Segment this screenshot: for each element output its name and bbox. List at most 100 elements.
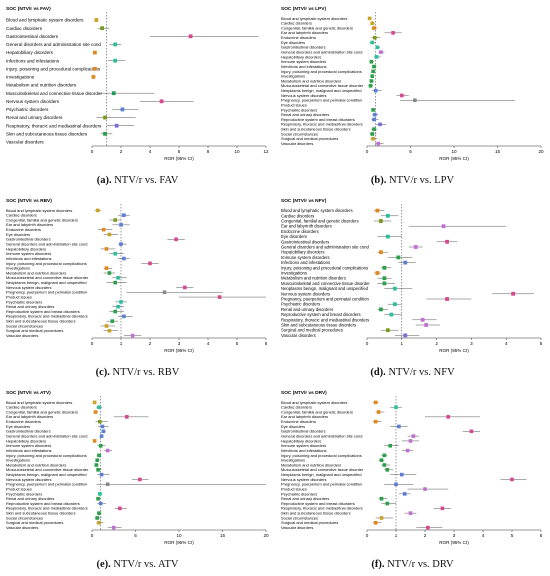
point-estimate-marker (95, 458, 100, 462)
point-estimate-marker (441, 224, 446, 229)
point-estimate-marker (372, 64, 376, 69)
category-label: Hepatobiliary disorders (6, 50, 54, 55)
category-label: Gastrointestinal disorders (6, 34, 59, 39)
category-label: Respiratory, thoracic and mediastinal di… (6, 123, 102, 128)
category-label: Skin and subcutaneous tissue disorders (281, 322, 356, 327)
category-label: Pregnancy, puerperium and perinatal cond… (281, 296, 369, 301)
x-tick-label: 0 (366, 341, 369, 346)
x-tick-label: 4 (505, 341, 508, 346)
category-label: Reproductive system and breast disorders (281, 312, 361, 317)
category-label: Musculoskeletal and connective tissue di… (281, 281, 370, 286)
point-estimate-marker (116, 276, 120, 280)
category-label: Nervous system disorders (6, 99, 60, 104)
point-estimate-marker (113, 218, 118, 222)
x-axis-label: ROR (95% CI) (164, 156, 194, 161)
point-estimate-marker (373, 88, 378, 93)
point-estimate-marker (396, 255, 401, 260)
category-label: Hepatobiliary disorders (6, 438, 46, 443)
category-label: Eye disorders (281, 234, 307, 239)
plot-header: SOC (NTV/r vs FAV) (6, 6, 51, 12)
category-label: Infections and infestations (281, 64, 327, 69)
point-estimate-marker (408, 511, 413, 515)
category-label: Eye disorders (281, 424, 305, 429)
x-tick-label: 5 (511, 533, 514, 538)
point-estimate-marker (93, 66, 97, 71)
point-estimate-marker (130, 333, 135, 338)
category-label: Musculoskeletal and connective tissue di… (6, 467, 89, 472)
x-tick-label: 3 (453, 533, 456, 538)
category-label: Infections and infestations (6, 58, 60, 63)
point-estimate-marker (445, 239, 449, 244)
category-label: Ear and labyrinth disorders (6, 414, 53, 419)
point-estimate-marker (107, 271, 112, 275)
category-label: Injury, poisoning and procedural complic… (281, 453, 362, 458)
x-tick-label: 5 (409, 149, 412, 154)
forest-plot-c: SOC (NTV/r vs RBV) 0 1 2 3 4 5 6 ROR (95% CI) Blo… (0, 192, 275, 384)
point-estimate-marker (113, 251, 118, 256)
forest-plot-f-canvas: SOC (NTV/r vs DRV) 0 1 2 3 4 5 6 ROR (95% CI) Blo… (281, 390, 543, 545)
point-estimate-marker (389, 312, 394, 317)
category-label: Immune system disorders (6, 443, 51, 448)
category-label: Ear and labyrinth disorders (6, 222, 53, 227)
category-label: Gastrointestinal disorders (6, 237, 51, 242)
category-label: Metabolism and nutrition disorders (6, 83, 77, 88)
category-label: Eye disorders (6, 232, 30, 237)
category-label: General disorders and administration sit… (281, 433, 362, 438)
category-label: Musculoskeletal and connective tissue di… (281, 83, 364, 88)
point-estimate-marker (376, 141, 381, 146)
category-label: Reproductive system and breast disorders (281, 117, 355, 122)
category-label: Cardiac disorders (281, 21, 312, 26)
point-estimate-marker (97, 405, 101, 410)
category-label: Infections and infestations (281, 260, 330, 265)
category-label: Endocrine disorders (281, 419, 316, 424)
category-label: Endocrine disorders (281, 229, 319, 234)
point-estimate-marker (116, 304, 120, 309)
point-estimate-marker (113, 42, 118, 47)
category-label: Blood and lymphatic system disorders (6, 208, 72, 213)
point-estimate-marker (91, 75, 96, 79)
category-label: Cardiac disorders (281, 405, 312, 410)
point-estimate-marker (104, 247, 109, 251)
category-label: Surgical and medical procedures (6, 520, 63, 525)
point-estimate-marker (122, 256, 126, 261)
x-tick-label: 20 (538, 149, 544, 154)
category-label: Reproductive system and breast disorders (6, 501, 80, 506)
x-tick-label: 4 (149, 149, 152, 154)
point-estimate-marker (95, 516, 100, 520)
point-estimate-marker (113, 58, 118, 63)
point-estimate-marker (373, 419, 378, 424)
point-estimate-marker (105, 448, 110, 453)
point-estimate-marker (375, 45, 380, 50)
x-tick-label: 20 (263, 533, 269, 538)
point-estimate-marker (379, 307, 383, 312)
point-estimate-marker (367, 16, 372, 21)
point-estimate-marker (100, 26, 105, 31)
category-label: Social circumstances (281, 515, 318, 520)
forest-plot-f: SOC (NTV/r vs DRV) 0 1 2 3 4 5 6 ROR (95% CI) Blo… (275, 384, 550, 576)
category-label: Vascular disorders (281, 525, 313, 530)
point-estimate-marker (382, 276, 387, 281)
x-tick-label: 6 (265, 341, 268, 346)
category-label: Metabolism and nutrition disorders (6, 462, 66, 467)
point-estimate-marker (118, 506, 122, 511)
category-label: Musculoskeletal and connective tissue di… (281, 467, 364, 472)
category-label: Endocrine disorders (6, 419, 41, 424)
point-estimate-marker (402, 492, 407, 496)
point-estimate-marker (511, 291, 516, 296)
point-estimate-marker (370, 21, 375, 26)
x-tick-label: 15 (220, 533, 226, 538)
category-label: Metabolism and nutrition disorders (6, 270, 66, 275)
point-estimate-marker (104, 324, 109, 328)
point-estimate-marker (96, 496, 100, 501)
category-label: Congenital, familial and genetic disorde… (6, 409, 78, 414)
point-estimate-marker (371, 69, 375, 74)
point-estimate-marker (113, 309, 118, 314)
category-label: Endocrine disorders (6, 227, 41, 232)
x-tick-label: 8 (207, 149, 210, 154)
point-estimate-marker (119, 242, 123, 246)
category-label: Investigations (6, 75, 35, 80)
category-label: Investigations (281, 74, 305, 79)
point-estimate-marker (369, 59, 374, 64)
category-label: Congenital, familial and genetic disorde… (281, 218, 359, 223)
category-label: Nervous system disorders (6, 285, 52, 290)
